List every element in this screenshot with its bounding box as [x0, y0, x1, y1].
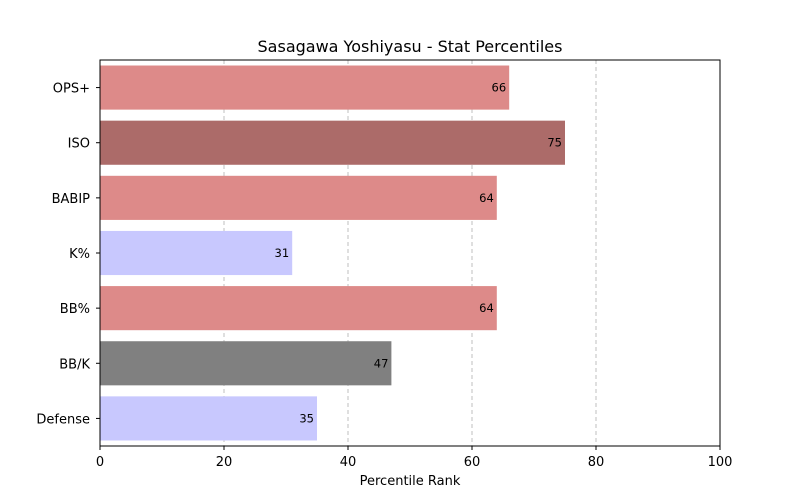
value-labels: 66 75 64 31 64 47 35: [275, 81, 562, 426]
y-tick-label: OPS+: [53, 82, 90, 97]
bar: [100, 286, 497, 331]
y-tick-label: BB%: [60, 302, 90, 317]
y-tick-label: BB/K: [59, 357, 90, 372]
value-label: 64: [479, 301, 494, 315]
x-tick-label: 80: [588, 455, 605, 470]
x-tick-label: 20: [216, 455, 233, 470]
bar: [100, 65, 510, 110]
chart-title: Sasagawa Yoshiyasu - Stat Percentiles: [258, 37, 563, 56]
x-axis-label: Percentile Rank: [360, 474, 461, 489]
y-tick-label: ISO: [68, 137, 90, 152]
value-label: 66: [492, 81, 507, 95]
value-label: 64: [479, 191, 494, 205]
value-label: 75: [547, 136, 562, 150]
x-axis-ticks: 0 20 40 60 80 100: [96, 446, 733, 470]
bar: [100, 175, 497, 220]
x-tick-label: 0: [96, 455, 104, 470]
bar: [100, 396, 317, 441]
x-tick-label: 60: [464, 455, 481, 470]
y-axis-ticks: OPS+ ISO BABIP K% BB% BB/K Defense: [36, 82, 100, 427]
y-tick-label: K%: [69, 247, 90, 262]
value-label: 47: [374, 356, 389, 370]
y-tick-label: Defense: [36, 412, 90, 427]
value-label: 35: [299, 411, 314, 425]
x-tick-label: 100: [708, 455, 733, 470]
bars: [100, 65, 565, 441]
x-tick-label: 40: [340, 455, 357, 470]
bar: [100, 120, 565, 165]
value-label: 31: [275, 246, 290, 260]
y-tick-label: BABIP: [52, 192, 91, 207]
bar: [100, 230, 293, 276]
bar: [100, 341, 392, 386]
